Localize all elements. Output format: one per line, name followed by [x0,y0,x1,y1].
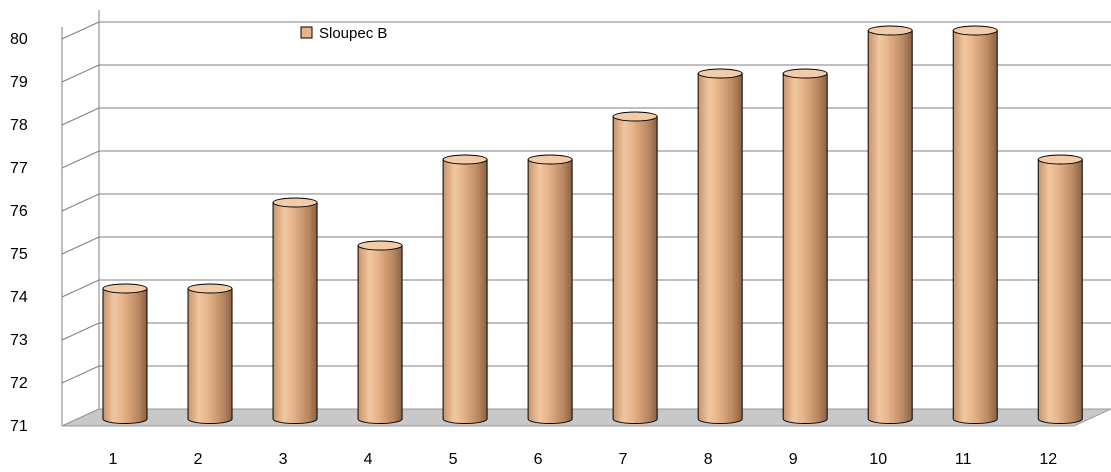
bar-body [952,30,998,424]
x-tick-label: 8 [704,451,713,467]
bar [102,283,148,424]
x-tick-label: 5 [449,451,458,467]
bar-top [952,25,998,36]
bar-body [442,159,488,424]
side-wall-line [61,150,100,169]
bar-body [1037,159,1083,424]
side-wall-line [61,322,100,341]
legend: Sloupec B [300,25,387,42]
bar [782,68,828,424]
bar [187,283,233,424]
y-tick-label: 76 [10,203,28,220]
bar-top [867,25,913,36]
bar-top [357,240,403,251]
x-tick-label: 9 [789,451,798,467]
bar-top [782,68,828,79]
bar-top [442,154,488,165]
bar [612,111,658,424]
y-tick-label: 75 [10,246,28,263]
y-tick-label: 74 [10,289,28,306]
y-tick-label: 80 [10,31,28,48]
bar-body [782,73,828,424]
bar-body [867,30,913,424]
side-wall-line [61,279,100,298]
bar-top [187,283,233,294]
floor-layer [61,408,1111,427]
bar-body [102,288,148,424]
side-wall-line [61,107,100,126]
bars-layer [102,25,1083,424]
y-tick-label: 77 [10,160,28,177]
side-wall-line [61,236,100,255]
y-tick-label: 79 [10,74,28,91]
y-tick-label: 72 [10,375,28,392]
y-tick-label: 78 [10,117,28,134]
side-wall-line [61,365,100,384]
x-tick-label: 1 [109,451,118,467]
bar-top [612,111,658,122]
bar-top [102,283,148,294]
bar-top [697,68,743,79]
x-tick-label: 6 [534,451,543,467]
x-tick-label: 2 [194,451,203,467]
grid-layer [61,10,1111,427]
x-tick-label: 7 [619,451,628,467]
legend-swatch [300,26,313,39]
bar [952,25,998,424]
bar [1037,154,1083,424]
x-tick-label: 4 [364,451,373,467]
bar [357,240,403,424]
bar-body [527,159,573,424]
bar [442,154,488,424]
chart-floor [61,408,1111,427]
side-wall-line [61,193,100,212]
bar-top [272,197,318,208]
x-tick-label: 11 [955,451,972,467]
bar [867,25,913,424]
side-wall-line [61,21,100,40]
bar-body [357,245,403,424]
bar-body [612,116,658,424]
y-tick-label: 71 [10,418,28,435]
y-axis-ticks: 71 72 73 74 75 76 77 78 79 80 [10,31,28,435]
bar [697,68,743,424]
bar-top [1037,154,1083,165]
bar-body [187,288,233,424]
bar-body [697,73,743,424]
x-axis-ticks: 1 2 3 4 5 6 7 8 9 10 11 12 [109,451,1058,468]
bar-body [272,202,318,424]
x-tick-label: 12 [1039,451,1057,467]
legend-label: Sloupec B [319,25,387,42]
side-wall-line [61,64,100,83]
y-tick-label: 73 [10,332,28,349]
x-tick-label: 3 [279,451,288,467]
x-tick-label: 10 [869,451,887,467]
bar [272,197,318,424]
bar [527,154,573,424]
bar-top [527,154,573,165]
